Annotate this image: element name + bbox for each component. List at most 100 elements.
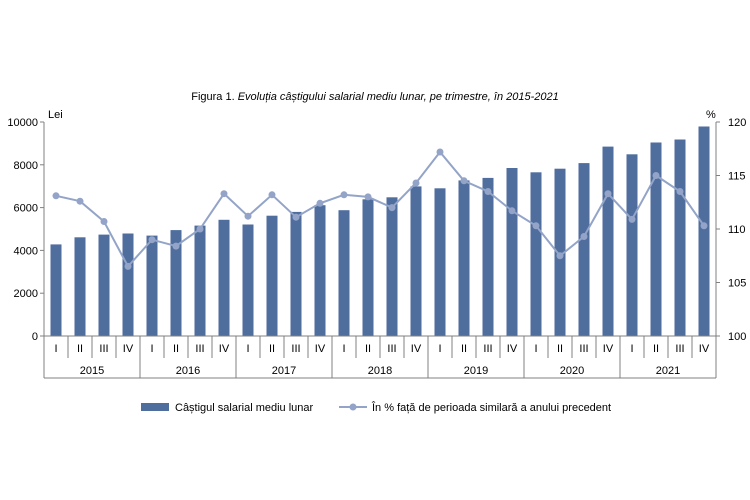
bar bbox=[434, 188, 446, 336]
bar-series bbox=[50, 126, 710, 336]
y-right-tick-label: 115 bbox=[728, 171, 746, 183]
line-point bbox=[364, 193, 372, 201]
bar bbox=[122, 233, 134, 336]
quarter-label: III bbox=[291, 343, 300, 355]
bar bbox=[218, 219, 230, 336]
line-point bbox=[172, 242, 180, 250]
line-point bbox=[532, 222, 540, 230]
quarter-label: IV bbox=[123, 343, 134, 355]
quarter-label: IV bbox=[507, 343, 518, 355]
quarter-label: III bbox=[579, 343, 588, 355]
bar bbox=[290, 211, 302, 336]
y-left-tick-label: 10000 bbox=[7, 117, 38, 129]
quarter-label: IV bbox=[411, 343, 422, 355]
category-axis: I II III IV I II III IV I II III IV I II III IV I II III IV… bbox=[54, 343, 709, 377]
quarter-label: I bbox=[246, 343, 249, 355]
chart-title-italic: Evoluția câștigului salarial mediu lunar… bbox=[238, 91, 559, 103]
quarter-label: III bbox=[483, 343, 492, 355]
quarter-label: II bbox=[77, 343, 83, 355]
y-right-tick-label: 110 bbox=[728, 224, 746, 236]
year-label: 2019 bbox=[464, 365, 488, 377]
quarter-label: IV bbox=[699, 343, 710, 355]
line-point bbox=[436, 148, 444, 156]
year-label: 2021 bbox=[656, 365, 680, 377]
y-left-tick-label: 6000 bbox=[14, 203, 38, 215]
y-left-axis-label: Lei bbox=[48, 109, 63, 121]
line-point bbox=[652, 172, 660, 179]
bar bbox=[578, 163, 590, 336]
legend-line-marker bbox=[349, 403, 357, 411]
quarter-label: III bbox=[195, 343, 204, 355]
line-point bbox=[76, 197, 84, 205]
quarter-label: II bbox=[461, 343, 467, 355]
legend-bar-swatch bbox=[141, 403, 169, 411]
line-point bbox=[700, 222, 708, 230]
bar bbox=[626, 154, 638, 336]
year-label: 2018 bbox=[368, 365, 392, 377]
line-point bbox=[604, 190, 612, 198]
legend-bar-label: Câștigul salarial mediu lunar bbox=[175, 402, 314, 414]
quarter-label: I bbox=[534, 343, 537, 355]
bar bbox=[650, 142, 662, 336]
line-point bbox=[460, 177, 468, 185]
line-point bbox=[196, 225, 204, 233]
tick-labels: 0 2000 4000 6000 8000 10000 100 105 110 115 120 bbox=[7, 117, 746, 343]
bar bbox=[386, 197, 398, 336]
bar bbox=[530, 172, 542, 336]
bar bbox=[98, 234, 110, 336]
bar bbox=[506, 168, 518, 336]
quarter-label: I bbox=[150, 343, 153, 355]
year-label: 2016 bbox=[176, 365, 200, 377]
legend-line-label: În % față de perioada similară a anului … bbox=[371, 401, 611, 414]
bar bbox=[194, 225, 206, 336]
quarter-label: IV bbox=[603, 343, 614, 355]
bar bbox=[482, 177, 494, 336]
line-point bbox=[484, 188, 492, 195]
y-left-tick-label: 0 bbox=[32, 331, 38, 343]
bar bbox=[338, 210, 350, 336]
quarter-label: II bbox=[173, 343, 179, 355]
bar bbox=[170, 230, 182, 336]
series-line bbox=[55, 150, 705, 269]
line-point bbox=[388, 204, 396, 212]
line-point bbox=[148, 236, 156, 244]
line-point bbox=[124, 262, 132, 270]
bar bbox=[242, 224, 254, 336]
y-right-axis-label: % bbox=[706, 109, 716, 121]
bar bbox=[146, 235, 158, 336]
bar bbox=[602, 146, 614, 336]
year-label: 2015 bbox=[80, 365, 104, 377]
quarter-label: IV bbox=[315, 343, 326, 355]
line-point bbox=[220, 190, 228, 198]
quarter-label: III bbox=[387, 343, 396, 355]
bar bbox=[314, 205, 326, 336]
line-point bbox=[100, 218, 108, 225]
bar bbox=[50, 244, 62, 336]
line-point bbox=[244, 212, 252, 220]
quarter-label: III bbox=[99, 343, 108, 355]
quarter-label: III bbox=[675, 343, 684, 355]
bar bbox=[458, 180, 470, 336]
y-left-tick-label: 4000 bbox=[14, 245, 38, 257]
line-point bbox=[292, 213, 300, 221]
bar bbox=[410, 186, 422, 336]
year-label: 2017 bbox=[272, 365, 296, 377]
bar bbox=[362, 199, 374, 336]
y-right-tick-label: 100 bbox=[728, 331, 746, 343]
bar bbox=[674, 139, 686, 336]
quarter-label: II bbox=[653, 343, 659, 355]
line-point bbox=[508, 207, 516, 215]
y-right-tick-label: 105 bbox=[728, 278, 746, 290]
quarter-label: II bbox=[557, 343, 563, 355]
legend: Câștigul salarial mediu lunar În % față … bbox=[141, 401, 611, 414]
quarter-label: I bbox=[630, 343, 633, 355]
quarter-label: II bbox=[365, 343, 371, 355]
line-point bbox=[676, 188, 684, 195]
line-point bbox=[340, 191, 348, 199]
bar bbox=[698, 126, 710, 336]
quarter-label: II bbox=[269, 343, 275, 355]
chart-title: Figura 1. Evoluția câștigului salarial m… bbox=[191, 91, 558, 103]
quarter-label: I bbox=[54, 343, 57, 355]
bar bbox=[266, 215, 278, 336]
